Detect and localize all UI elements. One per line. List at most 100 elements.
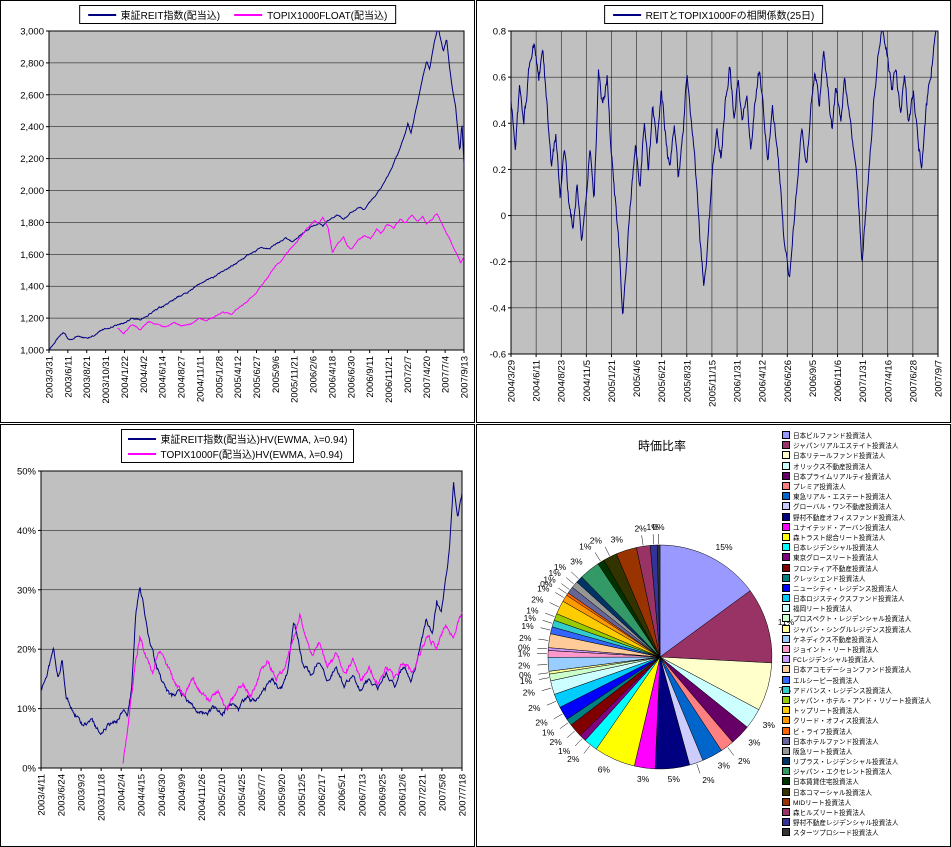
x-tick-label: 2006/7/13 <box>357 774 368 816</box>
pie-slice-label: 2% <box>528 703 541 713</box>
y-tick-label: 0 <box>501 211 506 222</box>
chart-legend-correlation: REITとTOPIX1000Fの相関係数(25日) <box>603 5 824 24</box>
pie-legend-label: 日本アコモデーションファンド投資法人 <box>793 667 912 675</box>
pie-legend-swatch-icon <box>782 502 790 511</box>
pie-legend-swatch-icon <box>782 471 790 480</box>
pie-legend-swatch-icon <box>782 757 790 766</box>
x-tick-label: 2005/1/28 <box>214 356 225 398</box>
leader-line <box>553 713 563 720</box>
leader-line <box>542 620 553 624</box>
pie-legend-swatch-icon <box>782 787 790 796</box>
leader-line <box>549 602 559 608</box>
y-tick-label: 2,200 <box>20 154 44 165</box>
pie-legend-label: スターツプロシード投資法人 <box>793 830 879 838</box>
pie-legend-swatch-icon <box>782 777 790 786</box>
pie-legend-label: ジャパン・ホテル・アンド・リゾート投資法人 <box>793 697 932 705</box>
x-tick-label: 2005/4/6 <box>632 360 643 397</box>
x-tick-label: 2006/9/25 <box>377 774 388 816</box>
pie-slice-label: 3% <box>637 774 650 784</box>
x-tick-label: 2004/3/29 <box>507 360 518 402</box>
pie-slice-label: 1% <box>518 648 531 658</box>
legend-item: 東証REIT指数(配当込)HV(EWMA, λ=0.94) <box>127 431 347 446</box>
legend-label: TOPIX1000F(配当込)HV(EWMA, λ=0.94) <box>160 450 343 461</box>
pie-slice-label: 1% <box>558 746 571 756</box>
pie-slice-label: 6% <box>598 764 611 774</box>
pie-legend-swatch-icon <box>782 594 790 603</box>
pie-legend-label: トップリート投資法人 <box>793 708 859 716</box>
pie-legend-swatch-icon <box>782 441 790 450</box>
y-tick-label: 1,800 <box>20 218 44 229</box>
x-tick-label: 2005/1/21 <box>607 360 618 402</box>
chart-legend-volatility: 東証REIT指数(配当込)HV(EWMA, λ=0.94) TOPIX1000F… <box>120 429 355 463</box>
series-line <box>40 482 463 736</box>
pie-legend-item: 森トラスト総合リート投資法人 <box>782 532 948 542</box>
y-tick-label: -0.4 <box>490 303 506 314</box>
y-tick-label: -0.6 <box>490 350 506 361</box>
pie-legend-label: リプラス・レジデンシャル投資法人 <box>793 759 899 767</box>
legend-item: REITとTOPIX1000Fの相関係数(25日) <box>612 7 814 22</box>
pie-legend-swatch-icon <box>782 655 790 664</box>
chart-legend-index: 東証REIT指数(配当込) TOPIX1000FLOAT(配当込) <box>78 5 397 24</box>
pie-slice-label: 1% <box>579 542 592 552</box>
x-tick-label: 2005/9/20 <box>277 774 288 816</box>
pie-legend-swatch-icon <box>782 665 790 674</box>
leader-line <box>604 546 610 556</box>
pie-legend-item: クレッシェンド投資法人 <box>782 573 948 583</box>
y-tick-label: 0.8 <box>493 27 506 38</box>
pie-legend-item: アドバンス・レジデンス投資法人 <box>782 685 948 695</box>
leader-line <box>571 571 579 579</box>
pie-legend-item: ジャパン・エクセレント投資法人 <box>782 766 948 776</box>
pie-legend-label: 野村不動産オフィスファンド投資法人 <box>793 514 905 522</box>
y-tick-label: 3,000 <box>20 27 44 38</box>
pie-slice-label: 2% <box>590 536 603 546</box>
pie-slice-label: 2% <box>518 661 531 671</box>
x-tick-label: 2003/10/31 <box>101 356 112 404</box>
line-chart-correlation-svg: -0.6 -0.4 -0.2 0 0.2 0.4 0.6 0.8 2004/3/29 2004/6… <box>490 27 945 407</box>
pie-legend-label: 森トラスト総合リート投資法人 <box>793 534 886 542</box>
pie-chart-title: 時価比率 <box>637 439 686 453</box>
pie-legend-label: ビ・ライフ投資法人 <box>793 728 853 736</box>
pie-legend-label: オリックス不動産投資法人 <box>793 463 872 471</box>
pie-legend-label: エルシーピー投資法人 <box>793 677 859 685</box>
pie-legend-label: 東急リアル・エステート投資法人 <box>793 494 892 502</box>
pie-legend-label: 日本ビルファンド投資法人 <box>793 433 873 441</box>
pie-legend-item: クリード・オフィス投資法人 <box>782 715 948 725</box>
x-tick-label: 2003/4/11 <box>37 774 48 816</box>
pie-legend-item: グローバル・ワン不動産投資法人 <box>782 501 948 511</box>
pie-slice-label: 0% <box>519 670 532 680</box>
line-chart-volatility-svg: 0% 10% 20% 30% 40% 50% 2003/4/11 2003/6/24 2003/… <box>17 467 469 821</box>
pie-slice-label: 3% <box>718 761 731 771</box>
pie-slice-label: 0% <box>540 579 553 589</box>
pie-slice-label: 2% <box>550 737 563 747</box>
pie-legend-item: プレミア投資法人 <box>782 481 948 491</box>
pie-legend-label: ジャパン・シングルレジデンス投資法人 <box>793 626 912 634</box>
y-tick-label: -0.2 <box>490 257 506 268</box>
pie-legend-item: フロンティア不動産投資法人 <box>782 562 948 573</box>
x-tick-label: 2006/12/6 <box>397 774 408 816</box>
pie-legend-item: 日本賃貸住宅投資法人 <box>782 776 948 786</box>
pie-legend-item: オリックス不動産投資法人 <box>782 461 948 471</box>
legend-item: TOPIX1000FLOAT(配当込) <box>234 7 387 22</box>
pie-slice-label: 0% <box>518 643 531 653</box>
pie-slice-label: 3% <box>611 535 624 545</box>
line-chart-index-svg: 1,000 1,200 1,400 1,600 1,800 2,000 2,200 2,400… <box>20 27 470 404</box>
pie-legend-swatch-icon <box>782 431 790 440</box>
pie-legend-label: クリード・オフィス投資法人 <box>793 718 879 726</box>
x-tick-label: 2005/7/7 <box>257 774 268 811</box>
pie-legend-item: ケネディクス不動産投資法人 <box>782 634 948 644</box>
pie-slice-label: 3% <box>570 556 583 566</box>
pie-legend-label: クレッシェンド投資法人 <box>793 575 866 583</box>
x-tick-label: 2007/6/28 <box>908 360 919 402</box>
series-line-sample-icon <box>87 13 116 16</box>
pie-legend-item: 日本プライムリアルティ投資法人 <box>782 471 948 481</box>
x-tick-label: 2003/11/18 <box>97 774 108 821</box>
pie-slice-label: 5% <box>668 774 681 784</box>
pie-legend-item: プロスペクト・レジデンシャル投資法人 <box>782 613 948 623</box>
pie-slice-label: 1% <box>537 584 550 594</box>
pie-legend-item: 日本アコモデーションファンド投資法人 <box>782 664 948 674</box>
pie-slice-label: 2% <box>702 775 715 785</box>
x-tick-label: 2004/11/11 <box>195 356 206 402</box>
pie-legend-swatch-icon <box>782 624 790 633</box>
pie-slice-label: 2% <box>567 754 580 764</box>
y-tick-label: 2,400 <box>20 122 44 133</box>
